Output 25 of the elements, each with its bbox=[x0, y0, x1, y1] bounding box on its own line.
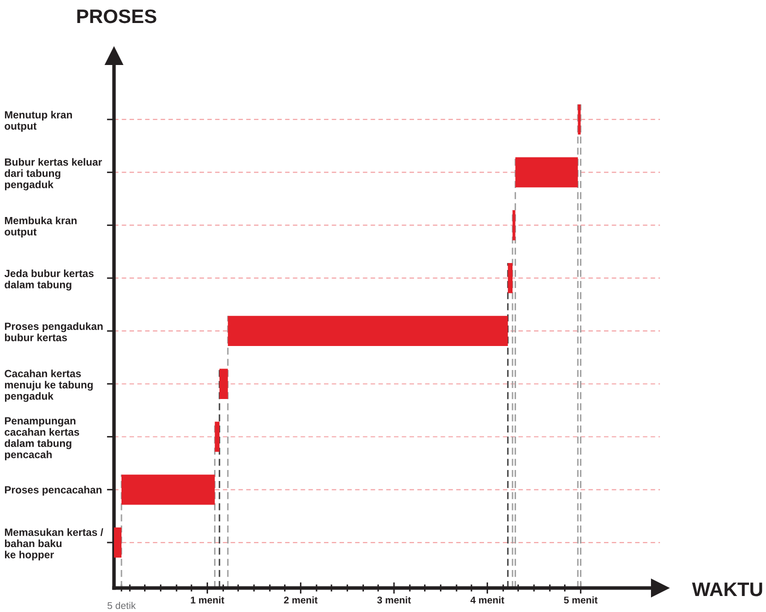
bar bbox=[219, 368, 228, 399]
x-tick-label: 3 menit bbox=[377, 596, 411, 604]
y-tick-label: Penampungan cacahan kertas dalam tabung pencacah bbox=[4, 417, 80, 460]
y-tick-label: Proses pengadukan bubur kertas bbox=[4, 322, 103, 342]
bar bbox=[228, 316, 508, 346]
bar bbox=[515, 157, 578, 188]
y-tick-label: Menutup kran output bbox=[4, 110, 72, 132]
text: 5 detik bbox=[108, 602, 136, 610]
bar bbox=[214, 422, 220, 452]
y-tick-label: Memasukan kertas / bahan baku ke hopper bbox=[4, 528, 104, 560]
x-tick-label: 1 menit bbox=[190, 596, 224, 604]
x-tick-label: 5 menit bbox=[564, 596, 598, 604]
y-axis-title: PROSES bbox=[77, 9, 156, 24]
bar bbox=[121, 474, 215, 505]
y-tick-label: Membuka kran output bbox=[4, 216, 77, 238]
y-tick-label: Jeda bubur kertas dalam tabung bbox=[4, 269, 94, 290]
bar bbox=[512, 210, 516, 240]
x-tick-label: 2 menit bbox=[284, 596, 318, 604]
bar bbox=[114, 527, 122, 558]
bar bbox=[508, 263, 513, 294]
y-tick-label: Cacahan kertas menuju ke tabung pengaduk bbox=[4, 370, 93, 402]
x-tick-label: 4 menit bbox=[470, 596, 504, 604]
x-axis-title: WAKTU bbox=[692, 582, 762, 596]
y-tick-label: Bubur kertas keluar dari tabung pengaduk bbox=[4, 158, 102, 190]
y-tick-label: Proses pencacahan bbox=[4, 486, 102, 496]
